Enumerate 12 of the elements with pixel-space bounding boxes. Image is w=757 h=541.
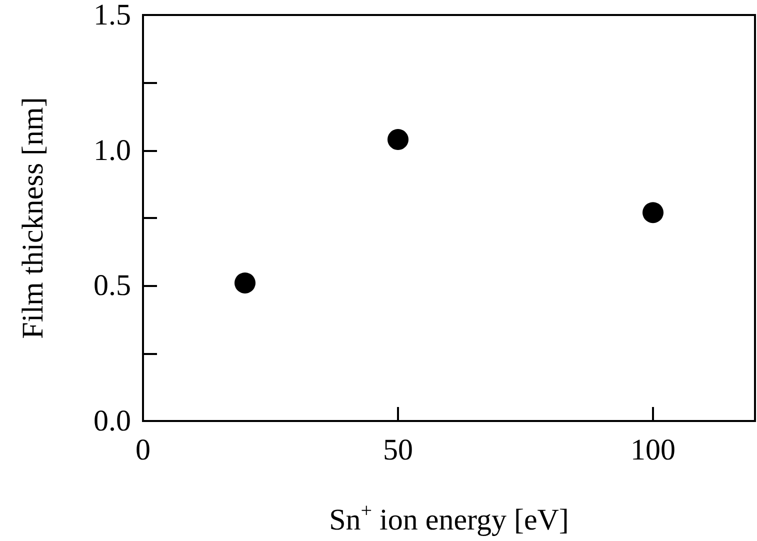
y-axis-title: Film thickness [nm] bbox=[16, 97, 50, 339]
y-tick-label: 1.0 bbox=[94, 134, 131, 167]
x-tick-label: 100 bbox=[630, 434, 676, 466]
x-tick-label: 0 bbox=[136, 434, 150, 466]
y-tick-label: 0.0 bbox=[94, 404, 131, 438]
point bbox=[642, 202, 664, 224]
y-tick-label: 1.5 bbox=[94, 0, 131, 32]
x-tick-label: 50 bbox=[383, 434, 413, 466]
point bbox=[234, 272, 256, 294]
y-tick-label: 0.5 bbox=[94, 269, 131, 302]
x-axis-title: Sn+ ion energy [eV] bbox=[329, 500, 569, 536]
point bbox=[388, 129, 408, 150]
